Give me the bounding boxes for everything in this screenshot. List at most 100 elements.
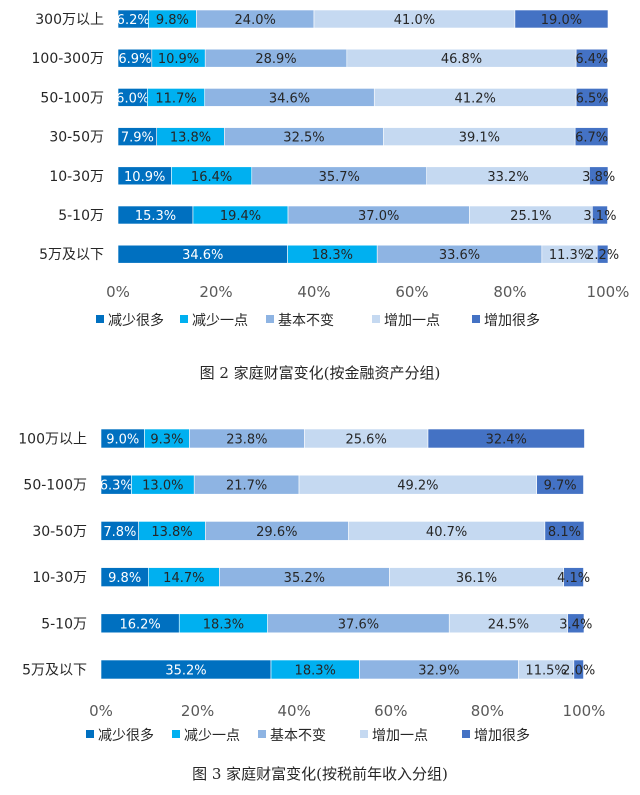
- data-label: 34.6%: [269, 91, 310, 106]
- legend-label: 增加一点: [384, 313, 440, 329]
- data-label: 9.8%: [108, 571, 141, 586]
- data-label: 3.4%: [559, 617, 592, 632]
- data-label: 39.1%: [459, 131, 500, 146]
- data-label: 7.8%: [103, 525, 136, 540]
- data-label: 16.4%: [191, 170, 232, 185]
- legend-label: 减少一点: [184, 728, 240, 744]
- data-label: 35.7%: [319, 170, 360, 185]
- category-label: 10-30万: [49, 169, 104, 185]
- legend-swatch: [96, 315, 104, 323]
- data-label: 49.2%: [397, 479, 438, 494]
- data-label: 37.0%: [358, 209, 399, 224]
- legend-label: 增加很多: [474, 727, 530, 744]
- data-label: 6.0%: [116, 91, 149, 106]
- data-label: 9.0%: [106, 433, 139, 448]
- data-label: 41.2%: [455, 91, 496, 106]
- data-label: 14.7%: [163, 571, 204, 586]
- data-label: 9.8%: [156, 13, 189, 28]
- data-label: 9.3%: [150, 433, 183, 448]
- category-label: 5-10万: [41, 616, 87, 632]
- legend-swatch: [180, 315, 188, 323]
- category-label: 5-10万: [58, 208, 104, 224]
- data-label: 41.0%: [394, 13, 435, 28]
- category-label: 30-50万: [32, 524, 87, 540]
- data-label: 8.1%: [548, 525, 581, 540]
- legend-swatch: [266, 315, 274, 323]
- legend-swatch: [258, 730, 266, 738]
- data-label: 6.2%: [117, 13, 150, 28]
- legend-swatch: [462, 730, 470, 738]
- data-label: 32.9%: [418, 664, 459, 679]
- legend-label: 减少很多: [108, 312, 164, 329]
- data-label: 13.8%: [151, 525, 192, 540]
- legend-label: 减少很多: [98, 727, 154, 744]
- data-label: 34.6%: [182, 248, 223, 263]
- data-label: 35.2%: [284, 571, 325, 586]
- x-tick-label: 20%: [181, 702, 214, 720]
- legend-swatch: [360, 730, 368, 738]
- data-label: 10.9%: [158, 52, 199, 67]
- data-label: 15.3%: [135, 209, 176, 224]
- x-tick-label: 80%: [493, 283, 526, 301]
- data-label: 25.6%: [346, 433, 387, 448]
- category-label: 50-100万: [23, 478, 87, 494]
- data-label: 6.4%: [575, 52, 608, 67]
- data-label: 6.5%: [576, 91, 609, 106]
- bar-segment: [575, 88, 609, 107]
- data-label: 11.7%: [155, 91, 196, 106]
- bar-segment: [536, 474, 584, 495]
- data-label: 16.2%: [119, 617, 160, 632]
- bar-segment: [514, 9, 609, 29]
- figure-caption: 图 2 家庭财富变化(按金融资产分组): [200, 364, 441, 382]
- data-label: 28.9%: [255, 52, 296, 67]
- bar-segment: [567, 613, 585, 634]
- data-label: 13.8%: [170, 131, 211, 146]
- data-label: 24.5%: [488, 617, 529, 632]
- data-label: 19.4%: [220, 209, 261, 224]
- category-label: 10-30万: [32, 570, 87, 586]
- data-label: 33.6%: [439, 248, 480, 263]
- data-label: 11.5%: [525, 664, 566, 679]
- legend-label: 基本不变: [278, 312, 334, 329]
- category-label: 5万及以下: [22, 663, 87, 679]
- data-label: 32.5%: [283, 131, 324, 146]
- data-label: 2.0%: [562, 664, 595, 679]
- data-label: 18.3%: [312, 248, 353, 263]
- chart-wealth-change-by-income: 100万以上 9.0% 9.3% 23.8% 25.6% 32.4% 50-100万 6.3%…: [18, 428, 606, 783]
- data-label: 19.0%: [541, 13, 582, 28]
- data-label: 6.9%: [118, 52, 151, 67]
- data-label: 18.3%: [203, 617, 244, 632]
- legend-swatch: [372, 315, 380, 323]
- data-label: 24.0%: [235, 13, 276, 28]
- legend-swatch: [172, 730, 180, 738]
- category-label: 50-100万: [40, 90, 104, 106]
- x-tick-label: 60%: [395, 283, 428, 301]
- data-label: 10.9%: [124, 170, 165, 185]
- data-label: 23.8%: [226, 433, 267, 448]
- x-tick-label: 60%: [374, 702, 407, 720]
- bar-segment: [592, 205, 608, 225]
- data-label: 2.2%: [586, 248, 619, 263]
- category-label: 30-50万: [49, 130, 104, 146]
- data-label: 29.6%: [256, 525, 297, 540]
- bar-segment: [596, 244, 609, 264]
- data-label: 6.3%: [100, 479, 133, 494]
- x-tick-label: 0%: [89, 702, 113, 720]
- x-tick-label: 100%: [563, 702, 606, 720]
- data-label: 46.8%: [441, 52, 482, 67]
- data-label: 11.3%: [549, 248, 590, 263]
- x-tick-label: 40%: [278, 702, 311, 720]
- data-label: 7.9%: [121, 131, 154, 146]
- legend-swatch: [86, 730, 94, 738]
- x-tick-label: 80%: [471, 702, 504, 720]
- category-label: 5万及以下: [39, 247, 104, 263]
- bar-segment: [544, 521, 585, 541]
- data-label: 18.3%: [295, 664, 336, 679]
- category-label: 100万以上: [18, 432, 87, 448]
- figure-caption: 图 3 家庭财富变化(按税前年收入分组): [192, 765, 448, 783]
- x-tick-label: 40%: [297, 283, 330, 301]
- data-label: 13.0%: [142, 479, 183, 494]
- data-label: 4.1%: [557, 571, 590, 586]
- bar-segment: [427, 428, 585, 449]
